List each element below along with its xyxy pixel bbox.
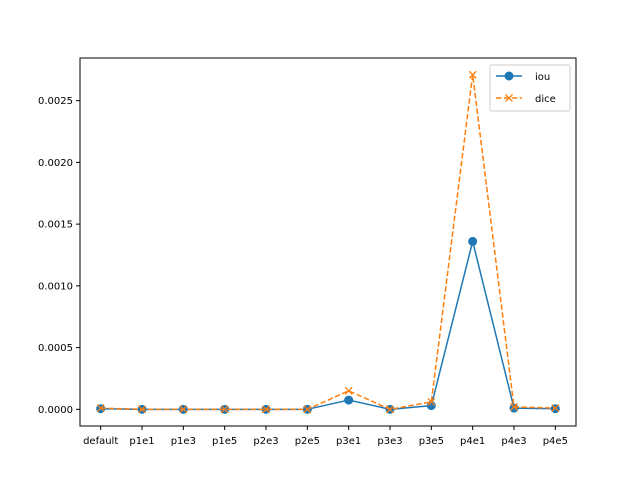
data-point-dice <box>138 405 146 414</box>
y-tick-label: 0.0005 <box>38 343 73 354</box>
x-tick-label: p3e1 <box>336 436 361 447</box>
x-tick-label: p1e5 <box>212 436 237 447</box>
y-tick-label: 0.0025 <box>38 96 73 107</box>
data-point-dice <box>262 405 270 414</box>
legend-label-dice: dice <box>535 94 556 105</box>
data-point-dice <box>386 405 394 414</box>
data-point-dice <box>344 386 353 395</box>
x-tick-label: default <box>83 436 118 447</box>
data-point-dice <box>220 405 229 414</box>
x-tick-label: p4e1 <box>460 436 485 447</box>
legend: iou dice <box>489 64 571 112</box>
series-layer <box>96 70 560 414</box>
data-point-dice <box>179 405 188 414</box>
data-point-dice <box>96 404 105 413</box>
y-tick-label: 0.0020 <box>38 158 73 169</box>
data-point-iou <box>344 395 354 405</box>
axes-layer <box>79 57 577 427</box>
data-point-dice <box>510 402 518 411</box>
series-line-dice <box>100 73 556 411</box>
data-point-iou <box>509 403 519 413</box>
x-tick-label: p4e5 <box>543 436 568 447</box>
legend-marker-dice <box>505 94 513 102</box>
data-point-dice <box>303 405 312 414</box>
legend-item-dice: dice <box>496 94 556 105</box>
series-dice <box>96 70 560 414</box>
legend-item-iou: iou <box>496 71 550 83</box>
plot-area <box>80 58 576 426</box>
y-tick-label: 0.0015 <box>38 220 73 231</box>
x-tick-label: p1e1 <box>129 436 154 447</box>
legend-label-iou: iou <box>535 72 550 83</box>
axes-frame <box>79 57 577 427</box>
data-point-dice <box>468 70 477 79</box>
data-point-dice <box>551 404 560 413</box>
y-tick-label: 0.0000 <box>38 405 73 416</box>
legend-items: iou dice <box>496 71 556 105</box>
x-tick-label: p2e5 <box>295 436 320 447</box>
data-point-iou <box>468 236 478 246</box>
x-tick-label: p2e3 <box>253 436 278 447</box>
x-tick-label: p3e3 <box>377 436 402 447</box>
y-axis-ticks: 0.0000 0.0005 0.0010 0.0015 0.0020 0.0025 <box>38 96 80 416</box>
data-point-dice <box>427 397 436 406</box>
x-tick-label: p4e3 <box>501 436 526 447</box>
x-axis-ticks: default p1e1 p1e3 p1e5 p2e3 p2e5 p3e1 p3e3 p3e5 p… <box>83 426 568 447</box>
x-tick-label: p1e3 <box>171 436 196 447</box>
y-tick-label: 0.0010 <box>38 281 73 292</box>
legend-marker-iou <box>504 71 514 81</box>
x-tick-label: p3e5 <box>419 436 444 447</box>
legend-box <box>489 64 571 112</box>
